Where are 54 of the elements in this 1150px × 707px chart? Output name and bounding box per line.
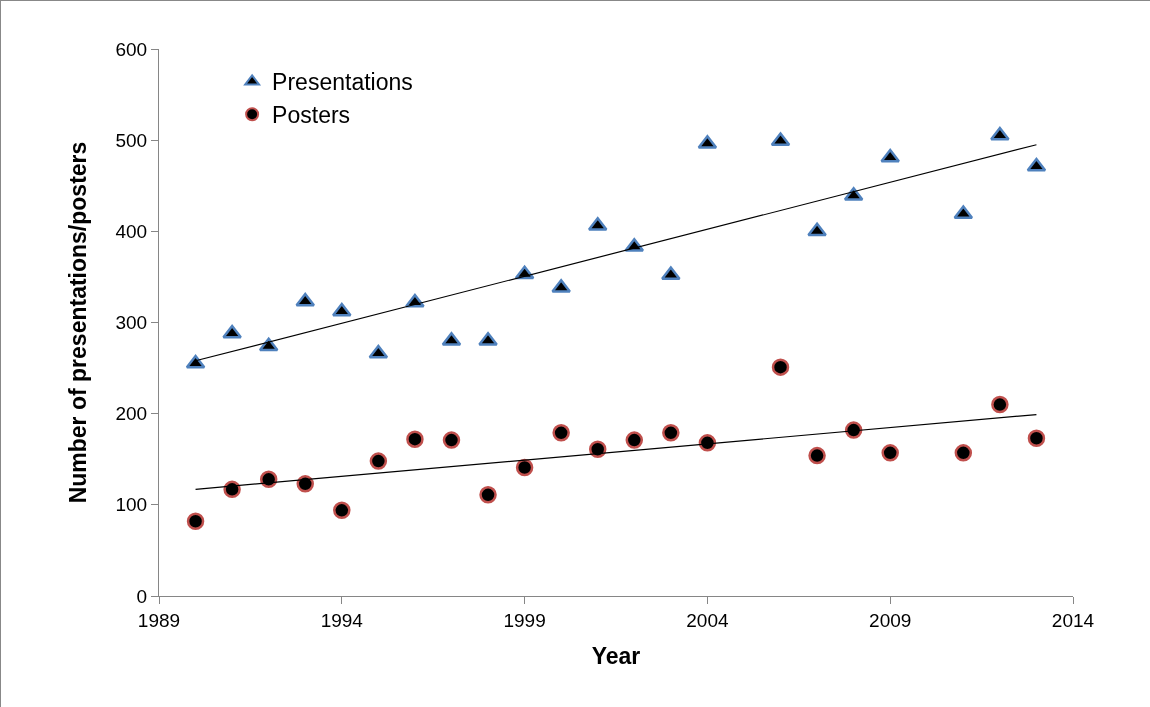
point [881,444,899,462]
point [222,324,243,339]
point [296,475,314,493]
y-tick-label: 100 [115,494,148,516]
point [662,424,680,442]
point [1026,157,1047,172]
point [808,446,826,465]
point [880,148,901,163]
point [333,501,351,520]
point [406,430,424,448]
point [223,480,241,499]
point [515,458,534,477]
x-tick-label: 2014 [1051,609,1095,631]
point [295,292,316,307]
point [770,132,791,147]
point [479,486,497,504]
legend-label: Posters [272,102,351,129]
point [368,344,389,359]
x-axis-title: Year [591,643,641,670]
y-tick-label: 500 [115,129,148,151]
point [660,266,681,281]
point [186,512,205,530]
x-tick-label: 2009 [869,609,912,631]
point [552,424,570,442]
x-tick-label: 1989 [137,609,181,631]
y-tick-label: 400 [115,220,148,242]
point [698,434,717,452]
y-tick-label: 600 [115,38,148,60]
point [259,470,278,489]
x-tick-label: 1994 [320,609,364,631]
point [625,431,644,449]
point [953,205,974,220]
point [954,444,973,462]
point [588,440,607,458]
x-tick-label: 2004 [686,609,729,631]
point [185,354,206,369]
y-tick-label: 200 [115,403,148,425]
point [1027,429,1046,448]
point [807,222,827,237]
point [441,331,462,346]
point [331,302,352,317]
point [369,452,388,470]
y-tick-label: 300 [115,312,148,334]
point [991,395,1009,414]
point [844,421,863,439]
legend-label: Presentations [272,69,413,96]
y-tick-label: 0 [136,585,148,607]
y-axis-title: Number of presentations/posters [64,141,91,504]
point [442,431,461,449]
x-tick-label: 1999 [503,609,546,631]
point [478,331,498,346]
point [989,126,1010,141]
point [771,358,790,376]
point [258,337,279,352]
